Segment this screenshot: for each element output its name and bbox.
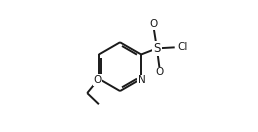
Text: Cl: Cl bbox=[177, 42, 188, 52]
Text: O: O bbox=[150, 20, 158, 29]
Text: O: O bbox=[155, 67, 164, 77]
Text: S: S bbox=[153, 42, 160, 55]
Text: N: N bbox=[138, 75, 146, 85]
Text: O: O bbox=[93, 75, 101, 85]
